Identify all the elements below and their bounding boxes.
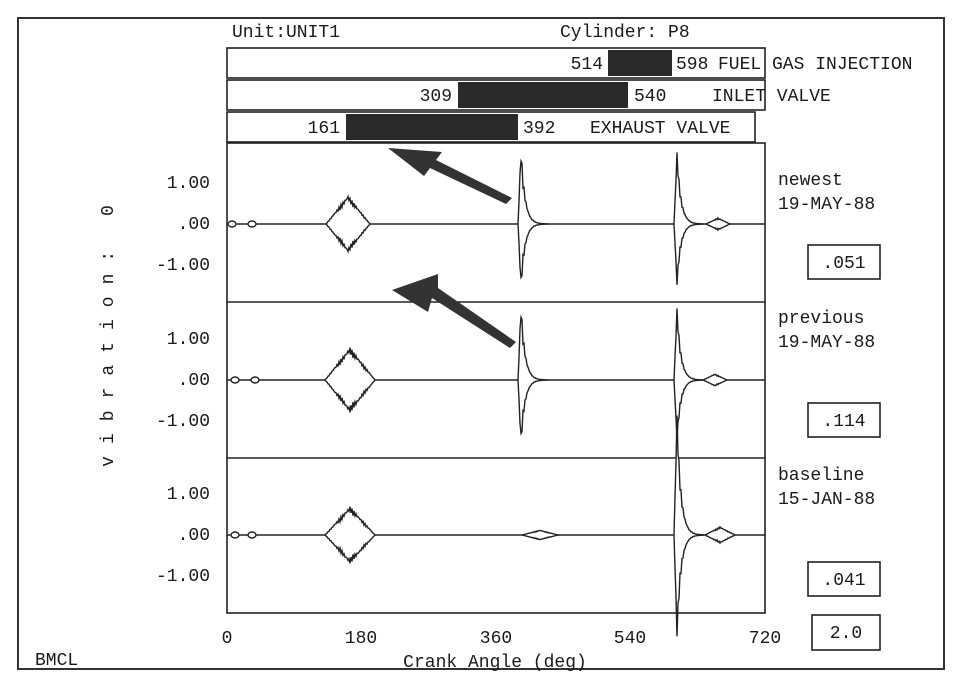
wave-marker: [230, 376, 240, 384]
x-tick-label: 0: [222, 629, 233, 649]
panel-date: 19-MAY-88: [778, 195, 875, 215]
x-tick-label: 720: [749, 629, 781, 649]
waveform: [673, 152, 704, 285]
inlet-bar: [226, 79, 766, 111]
arrow: [388, 148, 512, 204]
waveform: [521, 529, 561, 541]
bar-end: 540: [634, 87, 666, 107]
panel-date: 19-MAY-88: [778, 333, 875, 353]
panel-label: newest: [778, 171, 843, 191]
waveform: [673, 415, 704, 637]
x-axis-label: Crank Angle (deg): [403, 653, 587, 673]
bar-end: 392: [523, 119, 555, 139]
wave-marker: [247, 220, 257, 228]
exhaust-bar: [226, 111, 756, 143]
plot-frame: [226, 142, 766, 614]
wave-marker: [247, 531, 257, 539]
bar-end: 598: [676, 55, 708, 75]
wave-marker: [250, 376, 260, 384]
bar-start: 161: [308, 119, 340, 139]
inlet-band: [458, 82, 628, 108]
bar-name: FUEL GAS INJECTION: [718, 55, 912, 75]
panel-date: 15-JAN-88: [778, 490, 875, 510]
waveform: [701, 373, 729, 387]
footer: BMCL: [35, 651, 78, 671]
value-box: [807, 561, 881, 597]
unit-label: Unit:UNIT1: [232, 23, 340, 43]
panel-label: baseline: [778, 466, 864, 486]
waveform: [517, 158, 548, 280]
waveform: [325, 194, 371, 254]
panel-value: .051: [822, 254, 865, 274]
scale-box: [811, 614, 881, 651]
y-tick-label: 1.00: [167, 330, 210, 350]
y-tick-label: .00: [178, 215, 210, 235]
waveform: [704, 216, 732, 232]
panel-value: .041: [822, 571, 865, 591]
waveform: [324, 347, 376, 413]
wave-marker: [227, 220, 237, 228]
waveform: [324, 506, 376, 564]
wave-marker: [230, 531, 240, 539]
y-tick-label: 1.00: [167, 485, 210, 505]
bar-name: INLET VALVE: [712, 87, 831, 107]
arrow: [392, 274, 516, 348]
panel-value: .114: [822, 412, 865, 432]
waveform: [703, 525, 737, 545]
exhaust-band: [346, 114, 518, 140]
value-box: [807, 402, 881, 438]
bar-start: 309: [420, 87, 452, 107]
panel-label: previous: [778, 309, 864, 329]
x-tick-label: 540: [614, 629, 646, 649]
fuel-band: [608, 50, 672, 76]
value-box: [807, 244, 881, 280]
y-tick-label: -1.00: [156, 412, 210, 432]
bar-name: EXHAUST VALVE: [590, 119, 730, 139]
y-tick-label: .00: [178, 526, 210, 546]
cylinder-label: Cylinder: P8: [560, 23, 690, 43]
y-tick-label: -1.00: [156, 256, 210, 276]
y-axis-label: vibration: 0: [99, 193, 119, 467]
y-tick-label: -1.00: [156, 567, 210, 587]
waveform: [517, 314, 548, 436]
scale-value: 2.0: [830, 624, 862, 644]
y-tick-label: 1.00: [167, 174, 210, 194]
x-tick-label: 360: [480, 629, 512, 649]
x-tick-label: 180: [345, 629, 377, 649]
bar-start: 514: [571, 55, 603, 75]
fuel-bar: [226, 47, 766, 79]
y-tick-label: .00: [178, 371, 210, 391]
